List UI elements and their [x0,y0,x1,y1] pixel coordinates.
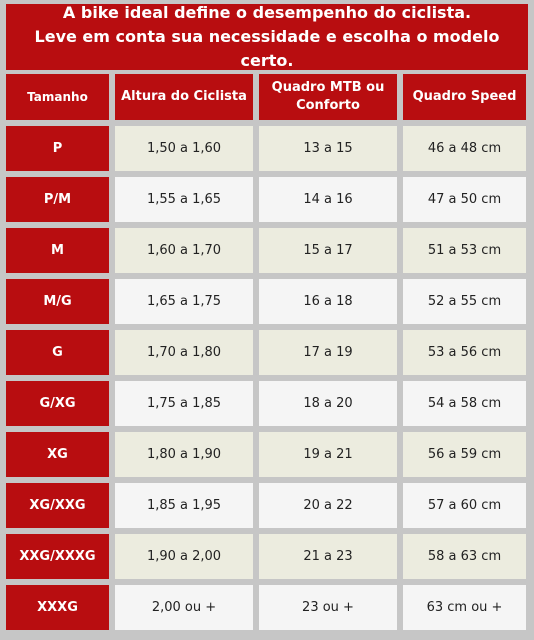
speed-frame-cell: 63 cm ou + [403,585,526,630]
size-label-cell: XXXG [6,585,109,630]
speed-frame-cell: 57 a 60 cm [403,483,526,528]
rider-height-cell: 1,55 a 1,65 [115,177,253,222]
size-label-cell: XXG/XXXG [6,534,109,579]
mtb-frame-cell: 15 a 17 [259,228,397,273]
speed-frame-cell: 52 a 55 cm [403,279,526,324]
mtb-frame-cell: 13 a 15 [259,126,397,171]
size-label-cell: P [6,126,109,171]
mtb-frame-cell: 21 a 23 [259,534,397,579]
speed-frame-cell: 53 a 56 cm [403,330,526,375]
speed-frame-cell: 56 a 59 cm [403,432,526,477]
header-altura: Altura do Ciclista [115,74,253,120]
banner-line-1: A bike ideal define o desempenho do cicl… [62,3,472,22]
size-label-cell: XG/XXG [6,483,109,528]
speed-frame-cell: 58 a 63 cm [403,534,526,579]
size-label-cell: M [6,228,109,273]
title-banner: A bike ideal define o desempenho do cicl… [6,3,528,70]
mtb-frame-cell: 16 a 18 [259,279,397,324]
size-label-cell: XG [6,432,109,477]
mtb-frame-cell: 23 ou + [259,585,397,630]
mtb-frame-cell: 17 a 19 [259,330,397,375]
rider-height-cell: 1,85 a 1,95 [115,483,253,528]
header-quadro-mtb: Quadro MTB ou Conforto [259,74,397,120]
mtb-frame-cell: 14 a 16 [259,177,397,222]
size-table: Tamanho Altura do Ciclista Quadro MTB ou C… [6,74,528,630]
header-quadro-speed: Quadro Speed [403,74,526,120]
rider-height-cell: 1,80 a 1,90 [115,432,253,477]
banner-line-2: Leve em conta sua necessidade e escolha … [34,27,500,70]
speed-frame-cell: 47 a 50 cm [403,177,526,222]
size-label-cell: P/M [6,177,109,222]
rider-height-cell: 1,65 a 1,75 [115,279,253,324]
rider-height-cell: 1,75 a 1,85 [115,381,253,426]
mtb-frame-cell: 18 a 20 [259,381,397,426]
mtb-frame-cell: 19 a 21 [259,432,397,477]
rider-height-cell: 2,00 ou + [115,585,253,630]
rider-height-cell: 1,90 a 2,00 [115,534,253,579]
speed-frame-cell: 54 a 58 cm [403,381,526,426]
speed-frame-cell: 51 a 53 cm [403,228,526,273]
header-tamanho: Tamanho [6,74,109,120]
size-label-cell: G/XG [6,381,109,426]
mtb-frame-cell: 20 a 22 [259,483,397,528]
rider-height-cell: 1,50 a 1,60 [115,126,253,171]
size-label-cell: G [6,330,109,375]
rider-height-cell: 1,70 a 1,80 [115,330,253,375]
rider-height-cell: 1,60 a 1,70 [115,228,253,273]
size-label-cell: M/G [6,279,109,324]
speed-frame-cell: 46 a 48 cm [403,126,526,171]
